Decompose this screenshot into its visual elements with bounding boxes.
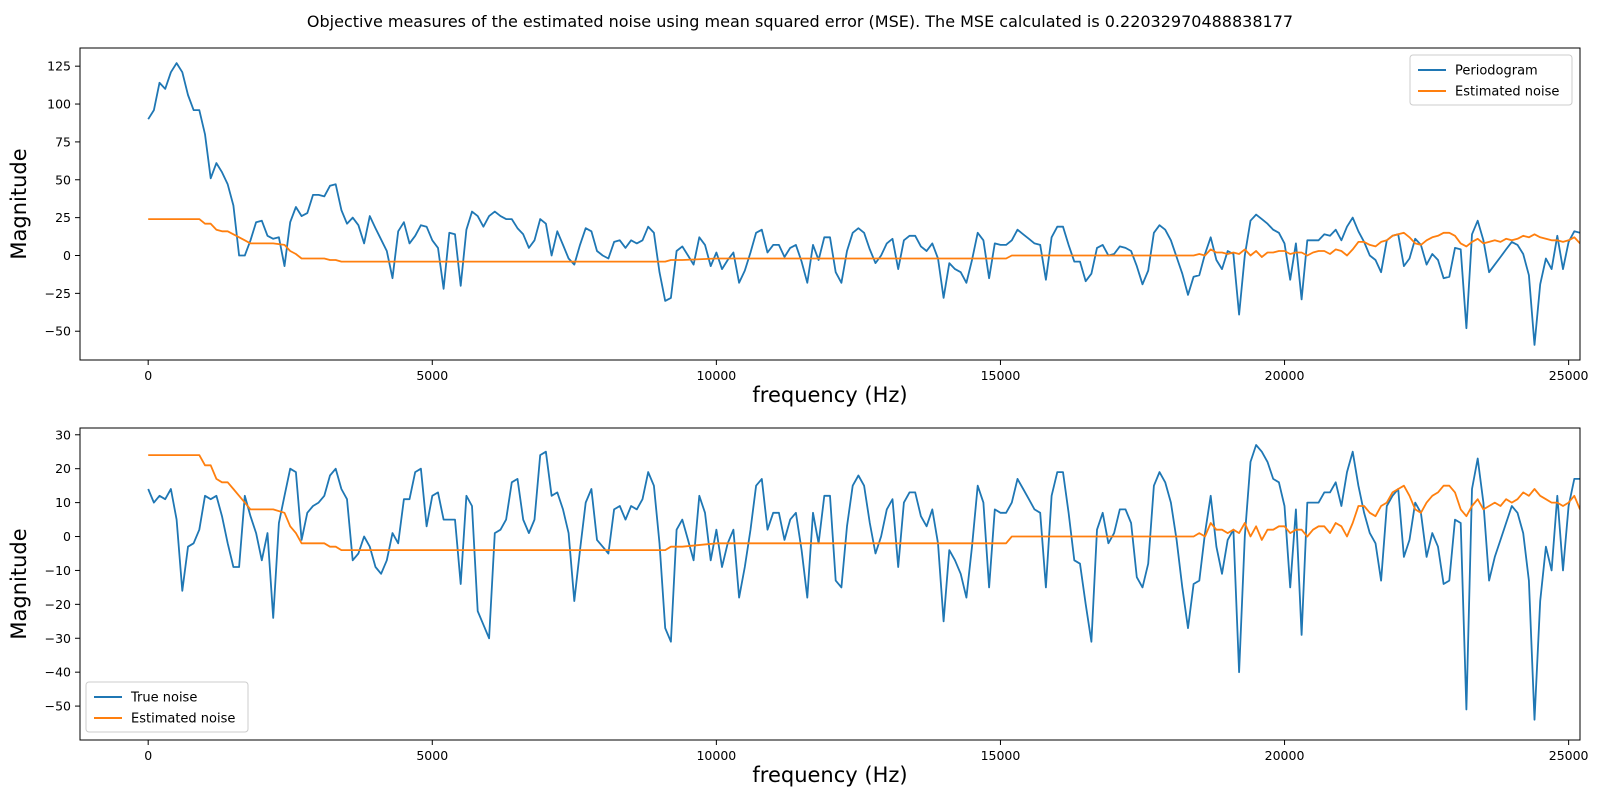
y-axis-label: Magnitude <box>7 148 31 259</box>
x-tick-label: 10000 <box>696 368 736 383</box>
y-tick-label: 0 <box>63 529 71 544</box>
x-tick-label: 20000 <box>1265 368 1305 383</box>
x-tick-label: 10000 <box>696 748 736 763</box>
legend-label: Periodogram <box>1455 64 1538 79</box>
x-tick-label: 25000 <box>1549 748 1589 763</box>
y-tick-label: 25 <box>55 210 71 225</box>
x-tick-label: 5000 <box>416 368 448 383</box>
plot-frame <box>79 427 1581 741</box>
series-line-estimated-noise <box>148 218 1580 263</box>
y-tick-label: −25 <box>45 286 71 301</box>
subplot-1: 0 5000 10000 15000 20000 25000 −50 −25 0 25 50 75 10… <box>7 47 1589 407</box>
series-line-periodogram <box>147 62 1580 346</box>
series-line-true-noise <box>147 444 1580 721</box>
plot-frame <box>79 47 1581 361</box>
y-axis-label: Magnitude <box>7 528 31 639</box>
y-tick-label: 125 <box>47 59 71 74</box>
y-tick-label: −50 <box>45 324 71 339</box>
y-tick-label: −30 <box>45 631 71 646</box>
y-tick-label: 100 <box>47 97 71 112</box>
legend-label: Estimated noise <box>1455 85 1559 100</box>
figure-title: Objective measures of the estimated nois… <box>306 12 1294 31</box>
y-tick-label: 10 <box>55 495 71 510</box>
y-tick-label: 30 <box>55 427 71 442</box>
x-tick-label: 0 <box>144 748 152 763</box>
y-tick-label: 20 <box>55 461 71 476</box>
x-tick-label: 5000 <box>416 748 448 763</box>
y-tick-label: −40 <box>45 665 71 680</box>
y-tick-label: 0 <box>63 248 71 263</box>
x-axis-label: frequency (Hz) <box>752 763 907 787</box>
y-tick-label: −50 <box>45 699 71 714</box>
subplot-2: 0 5000 10000 15000 20000 25000 −50 −40 −30 −20 −10… <box>7 427 1589 787</box>
x-tick-label: 0 <box>144 368 152 383</box>
legend-label: True noise <box>130 691 197 706</box>
y-tick-label: −20 <box>45 597 71 612</box>
legend: Periodogram Estimated noise <box>1409 54 1573 106</box>
y-tick-label: −10 <box>45 563 71 578</box>
legend-box <box>85 681 249 733</box>
x-tick-label: 15000 <box>981 368 1021 383</box>
series-line-estimated-noise <box>148 454 1580 551</box>
legend-label: Estimated noise <box>131 712 235 727</box>
legend: True noise Estimated noise <box>85 681 249 733</box>
legend-box <box>1409 54 1573 106</box>
x-tick-label: 15000 <box>981 748 1021 763</box>
y-tick-label: 75 <box>55 134 71 149</box>
x-tick-label: 20000 <box>1265 748 1305 763</box>
x-axis-label: frequency (Hz) <box>752 383 907 407</box>
y-tick-label: 50 <box>55 172 71 187</box>
x-tick-label: 25000 <box>1549 368 1589 383</box>
